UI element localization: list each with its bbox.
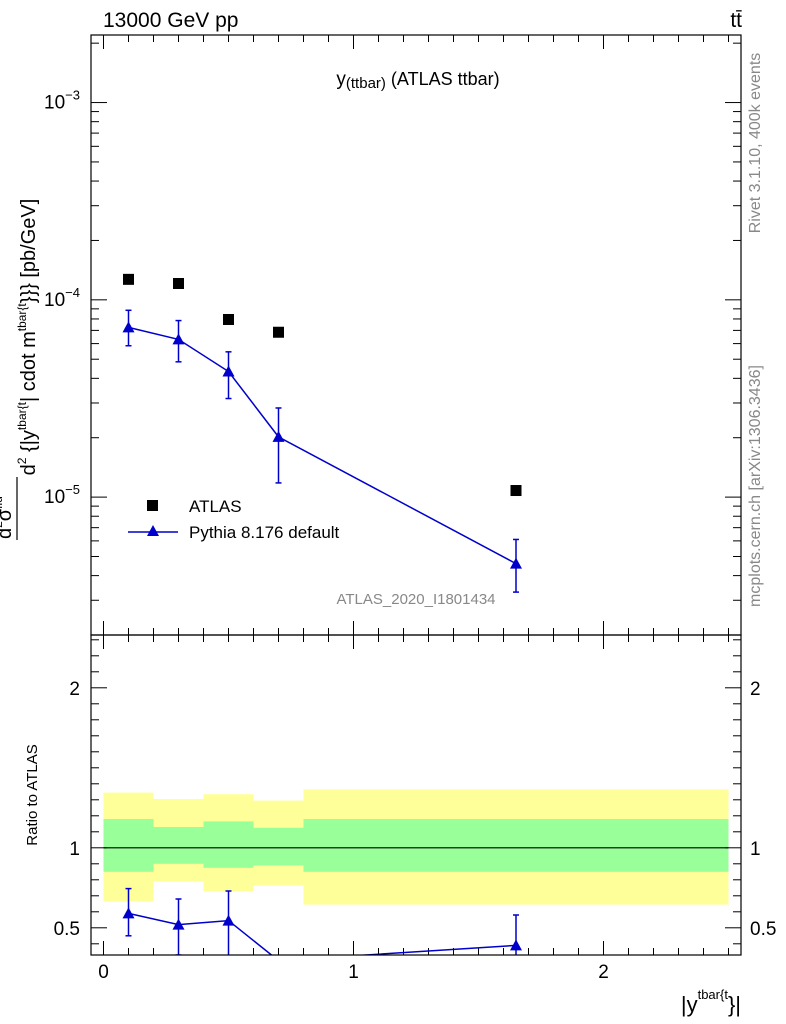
legend-atlas-marker — [147, 500, 158, 511]
rivet-label: Rivet 3.1.10, 400k events — [747, 53, 764, 234]
ylabel-num-sup2: 2 — [0, 521, 5, 528]
ratio-y-tick-label-right: 0.5 — [750, 919, 776, 940]
legend-atlas-label: ATLAS — [189, 497, 242, 516]
ylabel-sup-tbar: tbar{t — [15, 401, 29, 430]
ratio-data-point — [122, 907, 135, 919]
ratio-plot-frame — [90, 634, 742, 956]
title-rest: (ATLAS ttbar) — [386, 69, 500, 89]
legend-pythia-marker — [147, 525, 159, 536]
ratio-band-green — [303, 819, 729, 872]
ratio-y-tick-label-right: 2 — [750, 679, 761, 700]
y-tick-label: 10−5 — [44, 482, 80, 508]
main-axis-ticks: 10−3 10−4 10−5 — [44, 35, 741, 636]
atlas-data-point — [173, 277, 184, 289]
legend: ATLAS Pythia 8.176 default — [128, 497, 340, 542]
main-ylabel: d2 {|ytbar{t| cdot mtbar{t}}} [pb/GeV] d… — [0, 199, 40, 540]
ratio-data-point — [510, 939, 522, 951]
x-tick-label: 2 — [598, 962, 609, 983]
ratio-ylabel: Ratio to ATLAS — [24, 744, 41, 845]
atlas-data-point — [510, 485, 522, 497]
ratio-y-tick-label-left: 1 — [69, 839, 80, 860]
process-label: tt̄ — [730, 9, 742, 32]
y-tick-label: 10−3 — [44, 88, 80, 114]
ratio-band-green — [103, 819, 154, 872]
atlas-data-point — [223, 313, 234, 325]
atlas-data-point — [123, 273, 134, 285]
pythia-data-point — [272, 430, 285, 442]
pythia-data-point — [222, 365, 235, 377]
ylabel-den-end: | cdot m — [18, 331, 40, 402]
ylabel-den-rest: {|y — [18, 430, 40, 457]
ratio-band-green — [253, 827, 304, 866]
svg-text:d2 {|ytbar{t| cdot mtbar{t}}}: d2 {|ytbar{t| cdot mtbar{t}}} [pb/GeV] — [15, 199, 40, 476]
svg-text:d2σfid: d2σfid — [0, 496, 16, 539]
chart-title: y(ttbar) (ATLAS ttbar) — [336, 69, 499, 92]
y-tick-label: 10−4 — [44, 285, 80, 311]
x-tick-label: 1 — [348, 962, 359, 983]
ratio-axis-ticks: 0 1 2 0.5 0.5 1 1 2 2 — [54, 635, 776, 983]
ratio-data-point — [172, 918, 185, 930]
ylabel-num-d: d — [0, 528, 16, 539]
ratio-y-tick-label-right: 1 — [750, 839, 761, 860]
ylabel-sup-tbar2: tbar{t — [15, 303, 29, 332]
ylabel-sup-fid: fid — [0, 496, 5, 509]
ylabel-d: d — [18, 464, 40, 475]
atlas-data-point — [273, 326, 284, 338]
ratio-data-point — [222, 914, 235, 926]
pythia-data-point — [172, 333, 185, 345]
x-tick-label: 0 — [98, 962, 109, 983]
pythia-data-point — [510, 557, 522, 569]
ratio-y-tick-label-left: 0.5 — [54, 919, 80, 940]
title-sub: (ttbar) — [346, 75, 386, 92]
xlabel-sup: tbar{t — [698, 987, 729, 1002]
legend-pythia-label: Pythia 8.176 default — [189, 523, 340, 542]
ylabel-sup2: 2 — [15, 457, 29, 464]
ratio-pythia-line — [128, 912, 517, 955]
ratio-series-group — [122, 887, 522, 955]
ylabel-units: }}} [pb/GeV] — [18, 199, 40, 304]
title-main: y — [336, 69, 346, 90]
ratio-y-tick-label-left: 2 — [69, 679, 80, 700]
ratio-band-green — [203, 821, 254, 868]
ratio-uncertainty-bands — [103, 789, 729, 905]
energy-label: 13000 GeV pp — [103, 9, 238, 32]
pythia-data-point — [122, 321, 135, 333]
main-plot-series — [122, 273, 522, 593]
ratio-band-green — [153, 827, 204, 864]
xlabel-end: }| — [728, 992, 741, 1017]
main-plot-frame — [90, 34, 742, 636]
xlabel-main: |y — [681, 992, 698, 1017]
ratio-plot-series — [122, 887, 522, 955]
mcplots-label: mcplots.cern.ch [arXiv:1306.3436] — [747, 365, 764, 607]
analysis-label: ATLAS_2020_I1801434 — [336, 591, 495, 608]
ylabel-sigma: σ — [0, 508, 16, 521]
ratio-xlabel: |ytbar{t}| — [681, 987, 741, 1017]
